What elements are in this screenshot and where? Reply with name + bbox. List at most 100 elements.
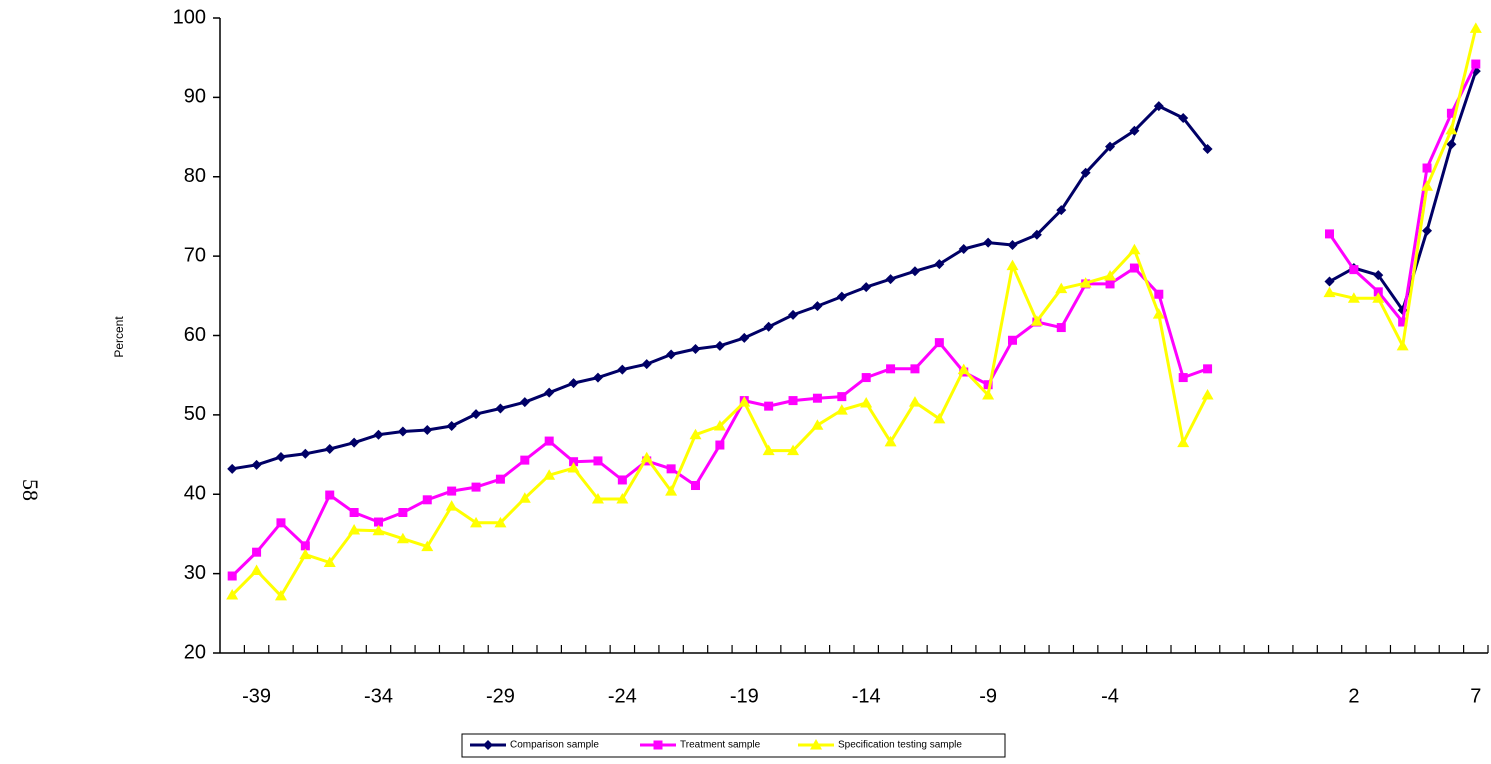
data-point <box>666 349 677 360</box>
x-tick-label: -9 <box>979 685 997 707</box>
data-point <box>617 475 627 485</box>
data-point <box>1007 240 1018 251</box>
data-point <box>860 396 873 408</box>
data-point <box>1398 317 1408 327</box>
data-point <box>1469 22 1482 33</box>
data-point <box>1154 289 1164 299</box>
data-point <box>520 455 530 465</box>
data-point <box>861 373 871 383</box>
data-point <box>908 396 921 407</box>
data-point <box>227 463 238 474</box>
data-point <box>1422 163 1432 173</box>
data-point <box>641 359 652 370</box>
data-point <box>764 401 774 411</box>
data-point <box>666 464 676 474</box>
data-point <box>713 419 726 431</box>
data-point <box>1373 287 1383 297</box>
y-tick-label: 50 <box>184 403 206 425</box>
data-point <box>1129 125 1140 136</box>
data-point <box>324 444 335 455</box>
data-point <box>763 321 774 332</box>
data-point <box>591 493 604 504</box>
data-point <box>1372 292 1385 303</box>
data-point <box>1202 143 1213 154</box>
y-tick-label: 70 <box>184 244 206 266</box>
data-point <box>1349 265 1359 275</box>
data-point <box>762 444 775 456</box>
data-point <box>1323 286 1336 298</box>
data-point <box>1080 167 1091 178</box>
data-point <box>739 332 750 343</box>
data-point <box>1105 279 1115 289</box>
data-point <box>1056 323 1066 333</box>
data-point <box>519 397 530 408</box>
data-point <box>1203 364 1213 374</box>
legend-label: Treatment sample <box>680 740 761 751</box>
data-point <box>495 403 506 414</box>
y-tick-label: 30 <box>184 562 206 584</box>
data-point <box>837 392 847 402</box>
data-point <box>275 451 286 462</box>
data-point <box>616 493 629 504</box>
data-point <box>349 437 360 448</box>
data-point <box>1079 277 1092 288</box>
x-tick-label: 2 <box>1348 685 1359 707</box>
data-point <box>300 448 311 459</box>
data-point <box>374 517 383 527</box>
data-point <box>738 396 751 407</box>
data-point <box>934 338 944 348</box>
data-point <box>983 237 994 248</box>
data-point <box>861 282 872 293</box>
data-point <box>471 409 482 420</box>
data-point <box>569 457 579 467</box>
data-point <box>787 444 800 456</box>
data-point <box>1177 436 1190 448</box>
data-point <box>1445 123 1458 135</box>
data-point <box>1153 101 1164 112</box>
data-point <box>1471 59 1481 69</box>
series-line <box>231 70 1478 471</box>
data-point <box>299 548 312 560</box>
data-point <box>323 556 336 568</box>
data-point <box>934 259 945 270</box>
y-tick-label: 60 <box>184 324 206 346</box>
data-point <box>884 435 897 447</box>
data-point <box>300 541 310 551</box>
data-point <box>445 500 458 511</box>
y-tick-label: 20 <box>184 641 206 663</box>
data-point <box>958 243 969 254</box>
data-point <box>1347 292 1360 303</box>
data-point <box>788 309 799 320</box>
data-point <box>690 343 701 354</box>
data-point <box>1055 282 1068 294</box>
data-point <box>544 436 554 446</box>
data-point <box>640 451 653 463</box>
data-point <box>836 291 847 302</box>
page-number: 58 <box>18 479 43 501</box>
data-point <box>1105 141 1116 152</box>
legend-box <box>461 733 1006 758</box>
legend-label: Comparison sample <box>510 740 599 751</box>
data-point <box>691 481 700 491</box>
data-point <box>396 532 409 544</box>
data-point <box>1446 139 1457 150</box>
data-point <box>1006 259 1019 271</box>
x-tick-label: -14 <box>852 685 881 707</box>
data-point <box>1201 389 1214 400</box>
series-line <box>231 27 1478 598</box>
data-point <box>617 364 628 375</box>
data-point <box>1128 243 1141 255</box>
legend-marker <box>810 739 822 750</box>
data-point <box>909 266 920 277</box>
data-point <box>788 396 798 406</box>
data-point <box>1178 113 1189 124</box>
data-point <box>422 495 432 505</box>
data-point <box>1446 108 1456 118</box>
data-point <box>885 274 896 285</box>
data-point <box>1396 339 1409 351</box>
data-point <box>251 459 262 470</box>
data-point <box>665 485 678 496</box>
data-point <box>250 564 263 575</box>
y-tick-label: 40 <box>184 483 206 505</box>
